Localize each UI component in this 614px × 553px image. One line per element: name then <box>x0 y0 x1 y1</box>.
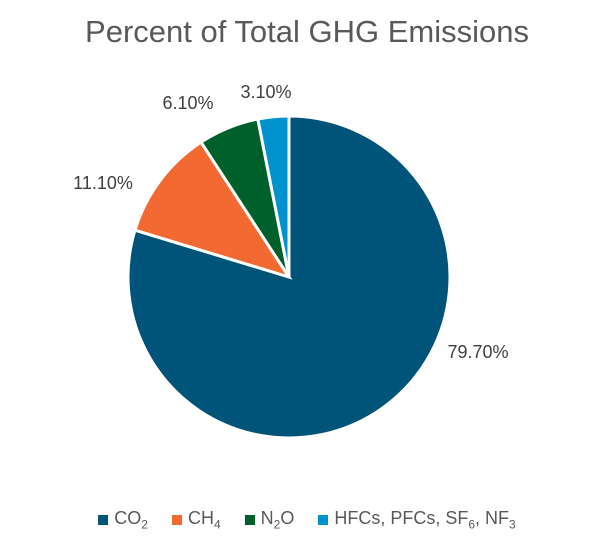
chart-title: Percent of Total GHG Emissions <box>85 14 529 49</box>
legend-label: CO2 <box>114 508 148 532</box>
legend-label: N2O <box>260 508 295 532</box>
data-label: 6.10% <box>162 93 213 113</box>
legend-item: CH4 <box>171 508 221 532</box>
legend: CO2 CH4 N2O HFCs, PFCs, SF6, NF3 <box>0 508 614 532</box>
data-label: 79.70% <box>447 342 508 362</box>
data-label: 11.10% <box>73 173 133 193</box>
legend-item: HFCs, PFCs, SF6, NF3 <box>318 508 516 532</box>
data-label: 3.10% <box>240 82 291 102</box>
legend-swatch <box>98 514 109 525</box>
pie-slice-3 <box>256 114 291 278</box>
legend-swatch <box>244 514 255 525</box>
legend-item: CO2 <box>98 508 148 532</box>
legend-swatch <box>318 514 329 525</box>
legend-swatch <box>171 514 182 525</box>
legend-label: HFCs, PFCs, SF6, NF3 <box>334 508 516 532</box>
legend-item: N2O <box>244 508 295 532</box>
pie-slice-1 <box>133 140 293 280</box>
legend-label: CH4 <box>187 508 221 532</box>
